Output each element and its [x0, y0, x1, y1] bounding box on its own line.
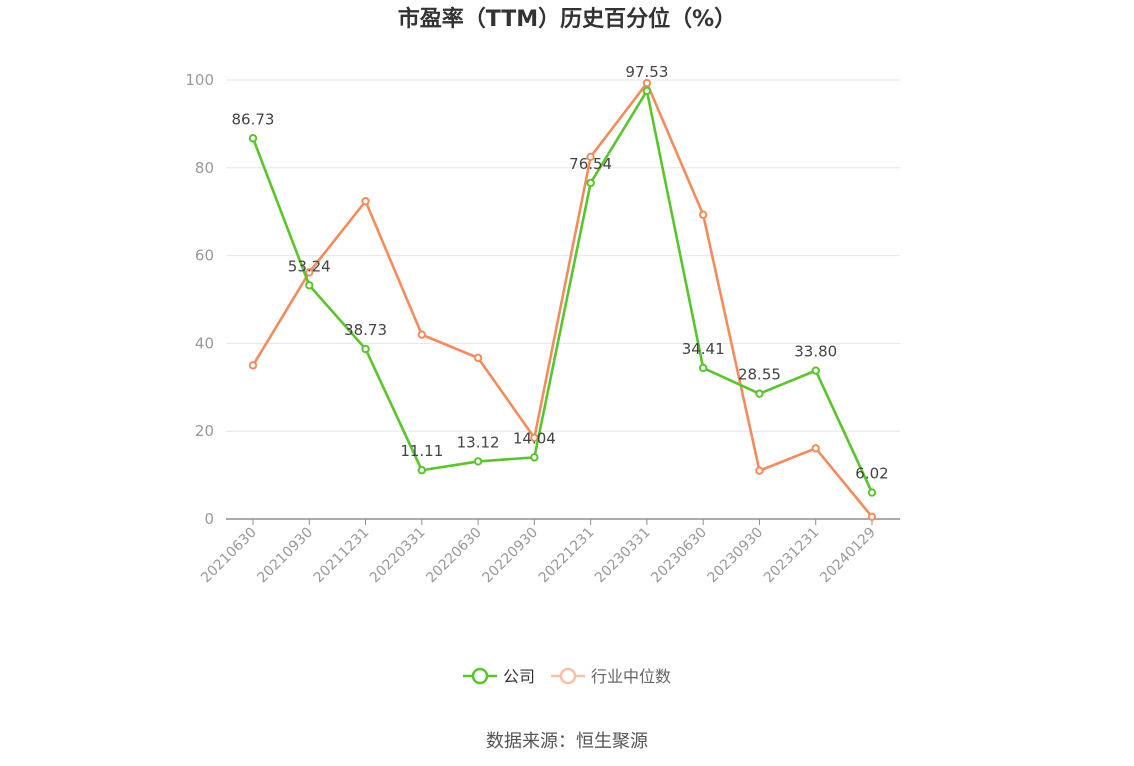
- data-point: [361, 344, 370, 354]
- data-labels: 86.73 53.24 38.73 11.11 13.12 14.04 76.54 97.53…: [232, 63, 889, 483]
- chart-title: 市盈率（TTM）历史百分位（%）: [398, 6, 736, 32]
- data-label: 76.54: [569, 155, 612, 173]
- x-tick-label: 20230630: [648, 525, 710, 587]
- data-point: [361, 196, 370, 206]
- x-tick-label: 20220630: [423, 525, 485, 587]
- data-label: 33.80: [794, 343, 837, 361]
- data-point: [417, 466, 427, 475]
- data-label: 34.41: [682, 340, 725, 358]
- y-tick-label: 40: [195, 334, 214, 352]
- data-point: [417, 330, 427, 339]
- data-point: [305, 281, 314, 290]
- data-label: 53.24: [288, 257, 331, 275]
- data-point: [698, 363, 708, 373]
- data-label: 6.02: [855, 465, 888, 483]
- data-point: [586, 152, 595, 162]
- data-point: [305, 268, 314, 277]
- data-point: [867, 488, 877, 497]
- x-tick-label: 20221231: [536, 525, 598, 587]
- data-label: 86.73: [232, 110, 275, 128]
- data-point: [755, 389, 764, 398]
- x-tick-label: 20210930: [254, 525, 316, 587]
- legend-item-1[interactable]: 行业中位数: [551, 667, 671, 686]
- x-tick-label: 20230930: [705, 525, 767, 587]
- data-point: [586, 178, 595, 188]
- legend: 公司 行业中位数: [463, 667, 671, 686]
- x-tick-label: 20220331: [367, 525, 429, 587]
- data-point: [473, 353, 483, 363]
- y-tick-label: 60: [195, 247, 214, 265]
- x-tick-label: 20211231: [311, 525, 373, 587]
- data-label: 13.12: [457, 433, 500, 451]
- x-tick-label: 20210630: [198, 525, 260, 587]
- data-point: [248, 134, 258, 143]
- data-label: 97.53: [625, 63, 668, 81]
- y-tick-label: 80: [195, 159, 214, 177]
- legend-label: 行业中位数: [591, 667, 671, 686]
- series-line-0: [251, 89, 874, 494]
- y-tick-label: 20: [195, 422, 214, 440]
- y-tick-label: 0: [204, 510, 214, 528]
- y-axis: 0 20 40 60 80 100: [185, 71, 214, 528]
- grid-lines: [226, 79, 900, 432]
- x-tick-label: 20220930: [479, 525, 541, 587]
- data-point: [530, 453, 539, 462]
- x-tick-label: 20231231: [761, 525, 823, 587]
- data-label: 14.04: [513, 429, 556, 447]
- data-point: [811, 444, 820, 453]
- data-point: [755, 466, 764, 475]
- legend-marker: [471, 667, 489, 685]
- legend-item-0[interactable]: 公司: [463, 667, 535, 686]
- source-note: 数据来源：恒生聚源: [486, 731, 648, 752]
- data-point: [642, 86, 652, 96]
- data-label: 38.73: [344, 321, 387, 339]
- data-point: [248, 361, 258, 370]
- series-line-1: [251, 81, 874, 519]
- x-tick-label: 20230331: [592, 525, 654, 587]
- data-point: [473, 457, 483, 466]
- legend-label: 公司: [503, 667, 535, 686]
- data-point: [811, 366, 820, 375]
- data-point: [642, 78, 652, 88]
- legend-marker: [559, 667, 577, 685]
- y-tick-label: 100: [185, 71, 214, 89]
- data-label: 28.55: [738, 366, 781, 384]
- series-layer: [248, 78, 877, 522]
- x-tick-label: 20240129: [817, 525, 879, 587]
- data-point: [867, 512, 877, 522]
- x-axis: 2021063020210930202112312022033120220630…: [198, 518, 900, 587]
- data-label: 11.11: [400, 442, 443, 460]
- data-point: [698, 210, 708, 219]
